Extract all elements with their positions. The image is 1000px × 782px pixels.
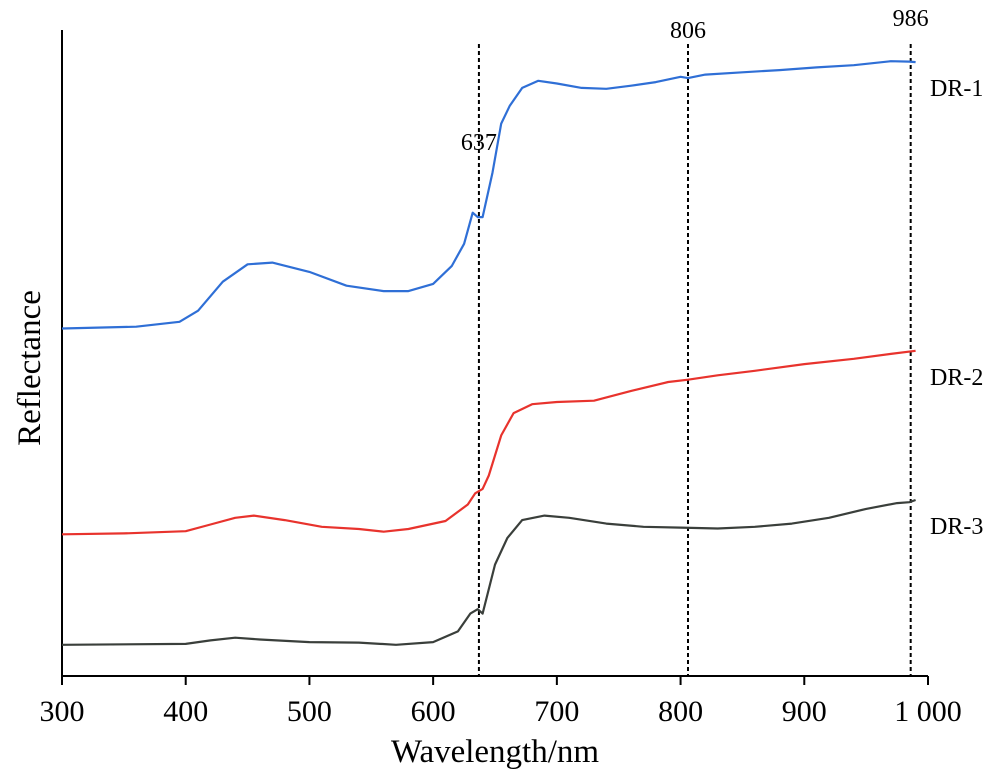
vline-label-806: 806	[670, 18, 706, 44]
y-axis-title: Reflectance	[12, 290, 48, 446]
series-label-dr-2: DR-2	[930, 365, 983, 391]
x-tick-label-600: 600	[411, 695, 456, 728]
x-tick-label-1000: 1 000	[894, 695, 962, 728]
x-axis-title: Wavelength/nm	[391, 734, 599, 770]
x-tick-label-500: 500	[287, 695, 332, 728]
vline-label-637: 637	[461, 130, 497, 156]
series-line-dr-2	[61, 349, 916, 536]
x-tick-label-800: 800	[658, 695, 703, 728]
series-line-dr-1	[61, 60, 916, 330]
series-label-dr-1: DR-1	[930, 76, 983, 102]
vline-label-986: 986	[893, 6, 929, 32]
x-tick-label-700: 700	[534, 695, 579, 728]
x-tick-label-400: 400	[163, 695, 208, 728]
series-label-dr-3: DR-3	[930, 514, 983, 540]
x-tick-label-900: 900	[782, 695, 827, 728]
x-tick-label-300: 300	[40, 695, 85, 728]
series-line-dr-3	[61, 498, 916, 646]
